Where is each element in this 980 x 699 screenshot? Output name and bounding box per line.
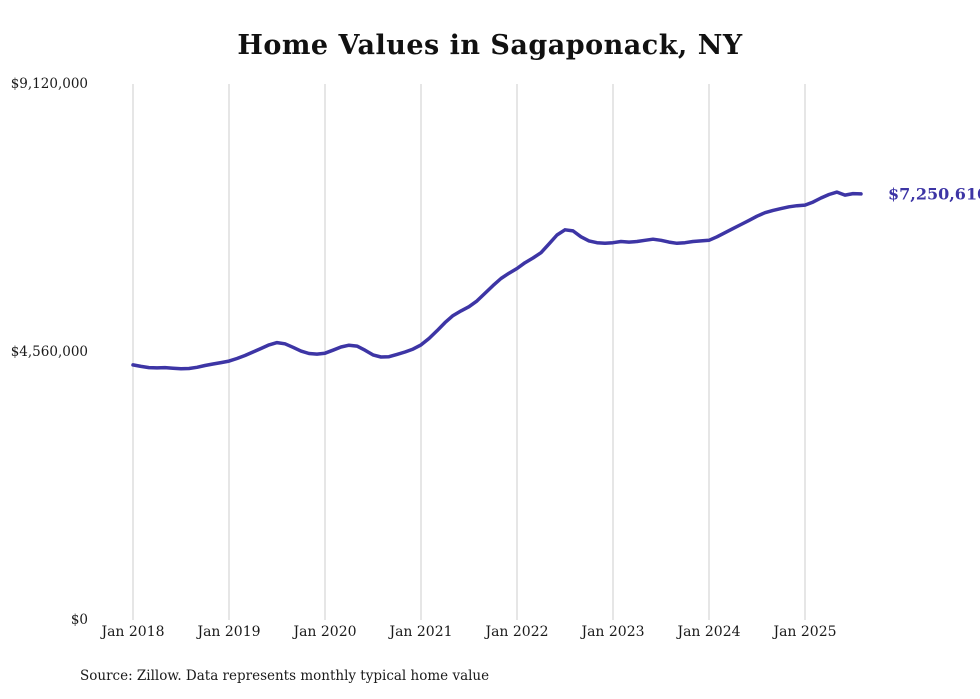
x-tick-label: Jan 2025 xyxy=(773,624,837,640)
latest-value-label: $7,250,610 xyxy=(888,184,980,204)
x-tick-label: Jan 2018 xyxy=(101,624,165,640)
x-tick-label: Jan 2020 xyxy=(293,624,357,640)
y-tick-label: $9,120,000 xyxy=(10,76,88,92)
y-tick-label: $4,560,000 xyxy=(10,344,88,360)
x-tick-label: Jan 2022 xyxy=(485,624,549,640)
source-note: Source: Zillow. Data represents monthly … xyxy=(80,668,490,684)
home-value-line xyxy=(131,190,863,371)
x-tick-label: Jan 2023 xyxy=(581,624,645,640)
y-tick-label: $0 xyxy=(70,612,88,628)
x-tick-label: Jan 2021 xyxy=(389,624,453,640)
chart-title: Home Values in Sagaponack, NY xyxy=(237,30,743,61)
x-tick-label: Jan 2024 xyxy=(677,624,741,640)
x-tick-label: Jan 2019 xyxy=(197,624,261,640)
